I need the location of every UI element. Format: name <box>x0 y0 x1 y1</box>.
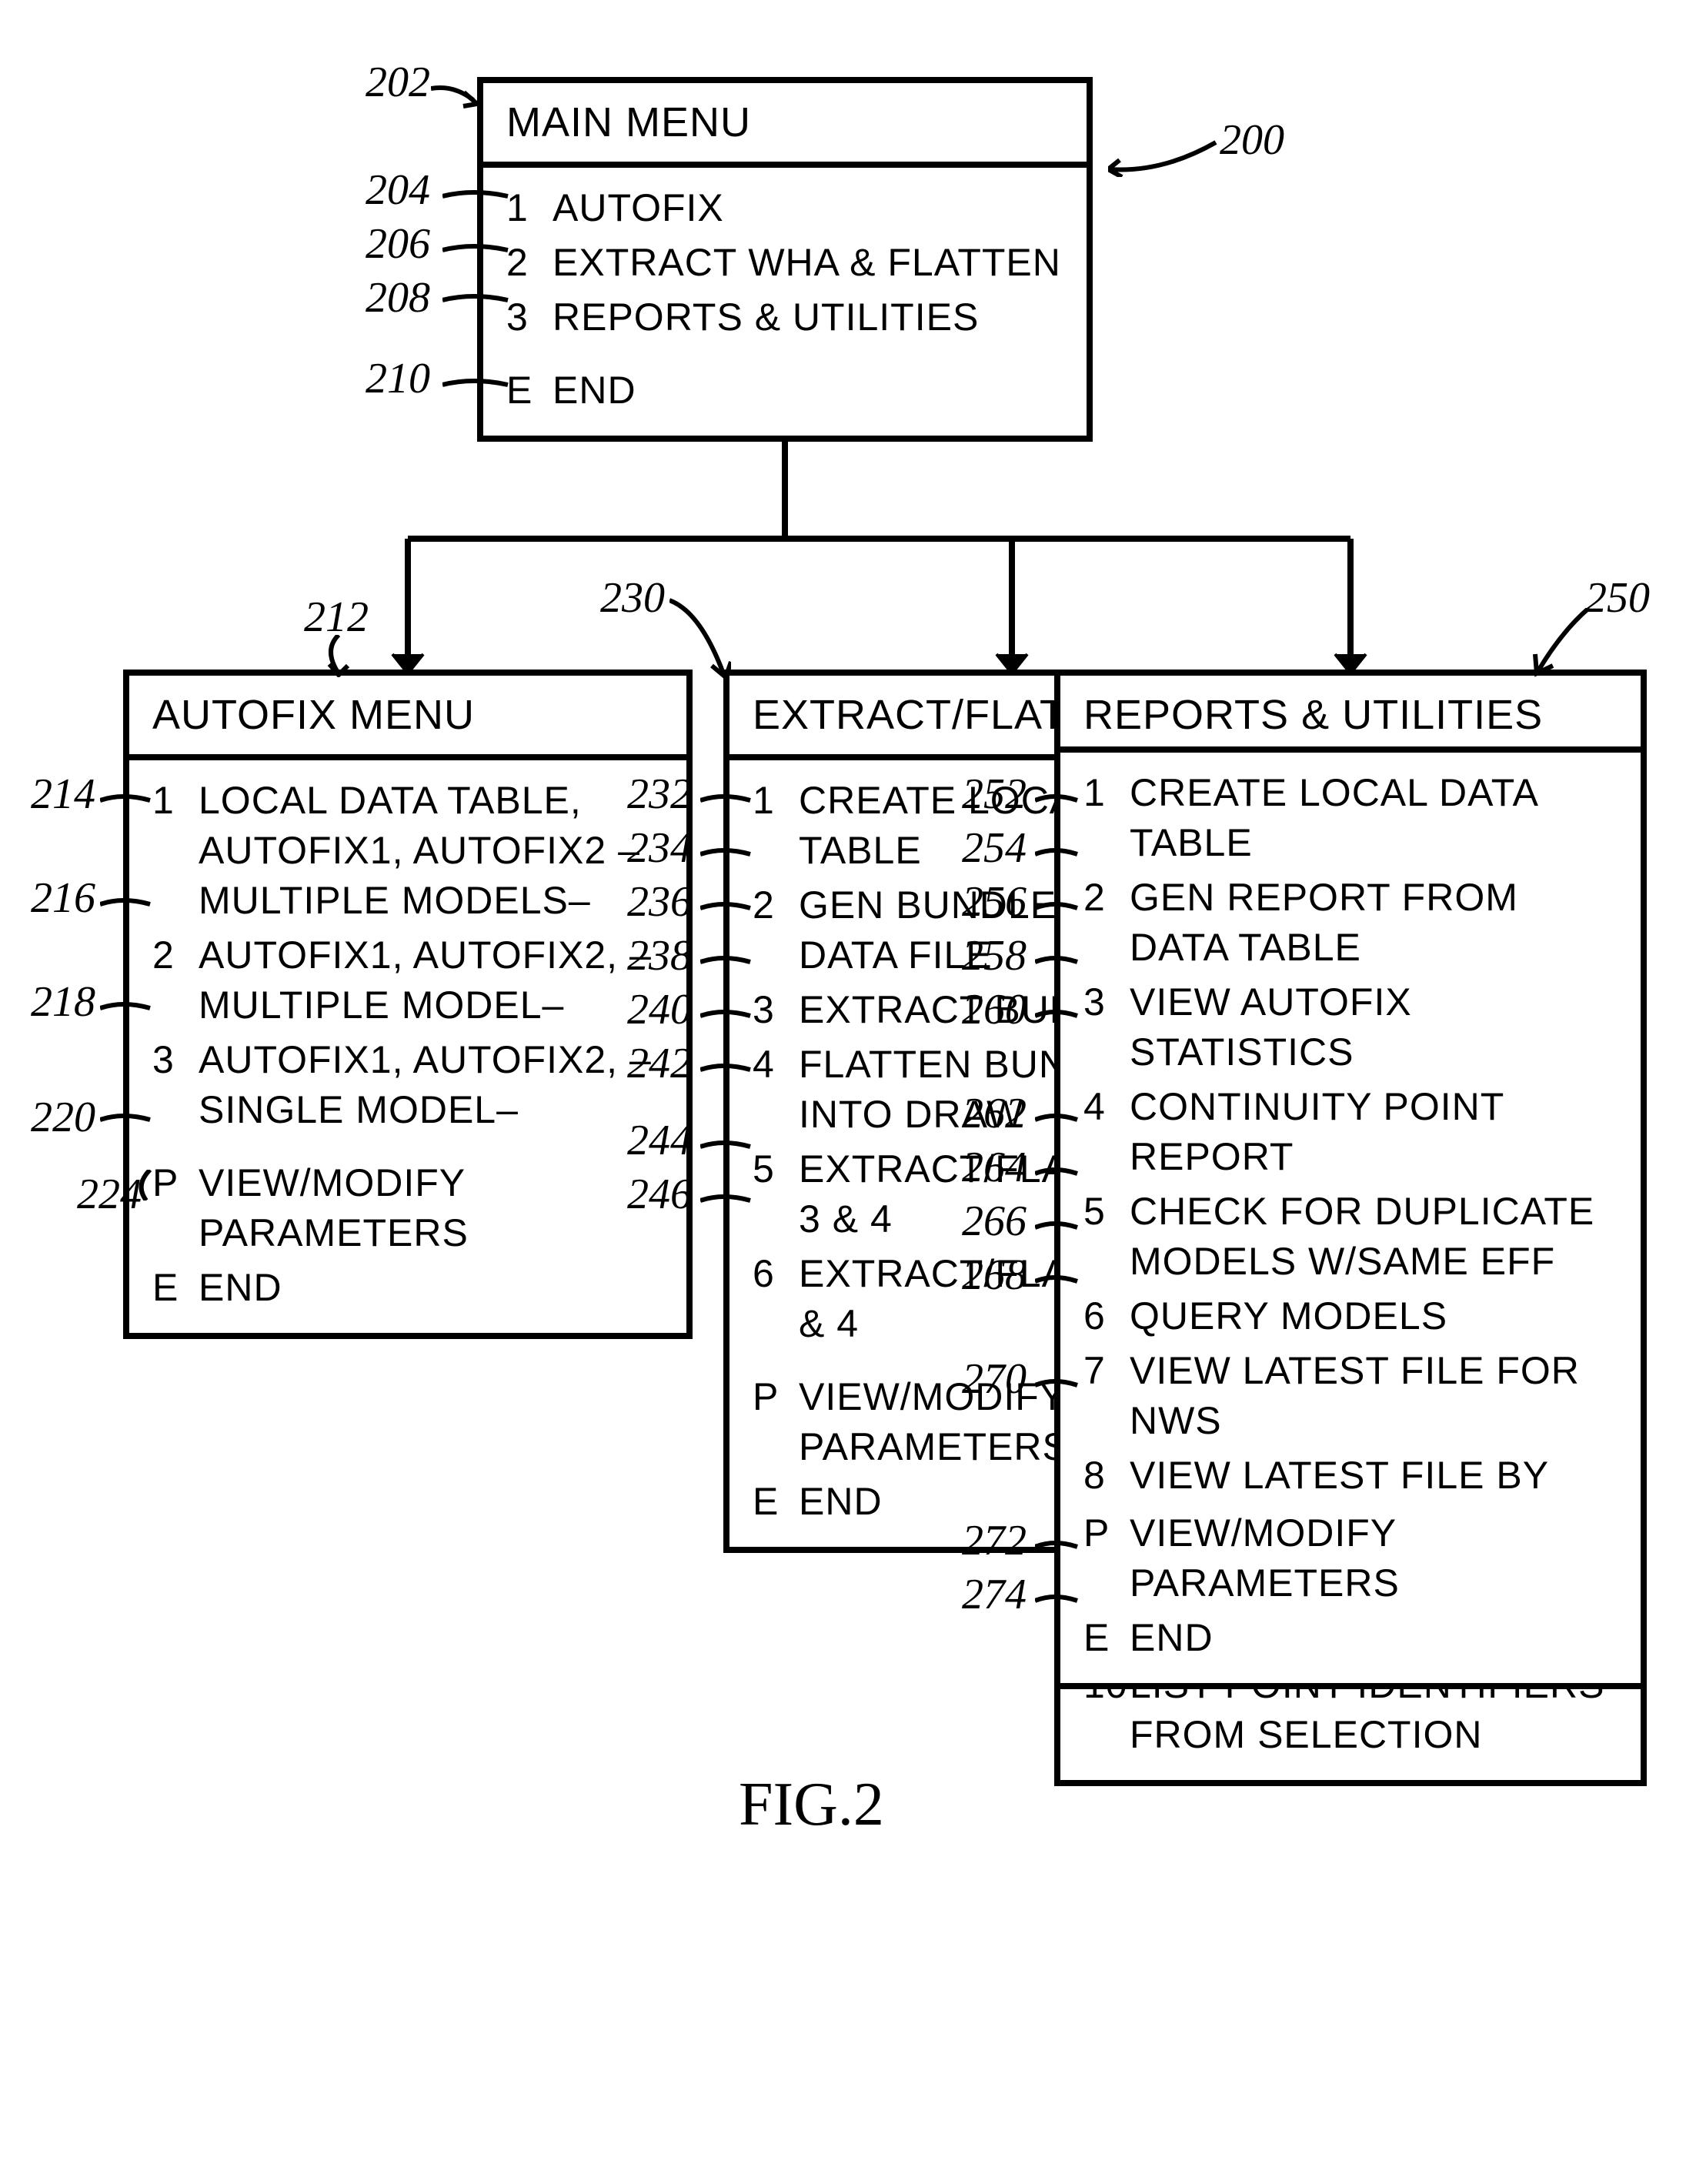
reports-item: 3VIEW AUTOFIX STATISTICS <box>1083 977 1618 1077</box>
item-key: 1 <box>1083 768 1130 818</box>
item-text: VIEW/MODIFY PARAMETERS <box>1130 1508 1618 1608</box>
reports-item: 5CHECK FOR DUPLICATE MODELS W/SAME EFF <box>1083 1187 1618 1287</box>
autofix-menu-box: AUTOFIX MENU 1LOCAL DATA TABLE, AUTOFIX1… <box>123 670 693 1339</box>
autofix-item: 2AUTOFIX1, AUTOFIX2, –MULTIPLE MODEL– <box>152 930 663 1030</box>
item-key: 4 <box>753 1040 799 1090</box>
item-key: E <box>1083 1613 1130 1663</box>
ref-236: 236 <box>627 877 692 927</box>
ref-274: 274 <box>962 1570 1027 1619</box>
ref-260: 260 <box>962 985 1027 1034</box>
ref-232: 232 <box>627 770 692 819</box>
reports-menu-footer-body: PVIEW/MODIFY PARAMETERS EEND <box>1060 1493 1641 1683</box>
ref-264: 264 <box>962 1143 1027 1192</box>
ref-244: 244 <box>627 1116 692 1165</box>
item-text: VIEW LATEST FILE FOR NWS <box>1130 1346 1618 1446</box>
autofix-item: 3AUTOFIX1, AUTOFIX2, –SINGLE MODEL– <box>152 1035 663 1135</box>
item-key: 7 <box>1083 1346 1130 1396</box>
ref-234: 234 <box>627 823 692 873</box>
autofix-item: PVIEW/MODIFY PARAMETERS <box>152 1158 663 1258</box>
ref-272: 272 <box>962 1516 1027 1565</box>
ref-258: 258 <box>962 931 1027 980</box>
item-key: 2 <box>152 930 199 980</box>
ref-256: 256 <box>962 877 1027 927</box>
item-key: 3 <box>152 1035 199 1085</box>
item-key: E <box>753 1477 799 1527</box>
item-text: AUTOFIX1, AUTOFIX2, –MULTIPLE MODEL– <box>199 930 663 1030</box>
item-text: AUTOFIX1, AUTOFIX2, –SINGLE MODEL– <box>199 1035 663 1135</box>
item-text: CONTINUITY POINT REPORT <box>1130 1082 1618 1182</box>
item-key: 2 <box>1083 873 1130 923</box>
reports-item: 2GEN REPORT FROM DATA TABLE <box>1083 873 1618 973</box>
autofix-item: EEND <box>152 1263 663 1313</box>
ref-218: 218 <box>31 977 95 1027</box>
item-key: P <box>1083 1508 1130 1558</box>
ref-270: 270 <box>962 1354 1027 1404</box>
ref-266: 266 <box>962 1197 1027 1246</box>
ref-252: 252 <box>962 770 1027 819</box>
connector-lines <box>0 0 1706 693</box>
item-key: 4 <box>1083 1082 1130 1132</box>
reports-item: EEND <box>1083 1613 1618 1663</box>
item-key: 3 <box>753 985 799 1035</box>
ref-242: 242 <box>627 1039 692 1088</box>
reports-item: 7VIEW LATEST FILE FOR NWS <box>1083 1346 1618 1446</box>
item-key: 5 <box>1083 1187 1130 1237</box>
item-key: 5 <box>753 1144 799 1194</box>
ref-268: 268 <box>962 1251 1027 1300</box>
item-key: 1 <box>753 776 799 826</box>
ref-246: 246 <box>627 1170 692 1219</box>
ref-214: 214 <box>31 770 95 819</box>
item-text: CHECK FOR DUPLICATE MODELS W/SAME EFF <box>1130 1187 1618 1287</box>
ref-220: 220 <box>31 1093 95 1142</box>
item-text: QUERY MODELS <box>1130 1291 1618 1341</box>
reports-item: 1CREATE LOCAL DATA TABLE <box>1083 768 1618 868</box>
item-text: CREATE LOCAL DATA TABLE <box>1130 768 1618 868</box>
item-text: END <box>1130 1613 1618 1663</box>
item-text: END <box>199 1263 663 1313</box>
autofix-menu-body: 1LOCAL DATA TABLE, AUTOFIX1, AUTOFIX2 –M… <box>129 760 686 1333</box>
reports-menu-footer-box: PVIEW/MODIFY PARAMETERS EEND <box>1054 1493 1647 1689</box>
ref-216: 216 <box>31 873 95 923</box>
item-key: 6 <box>1083 1291 1130 1341</box>
reports-item: 4CONTINUITY POINT REPORT <box>1083 1082 1618 1182</box>
ref-238: 238 <box>627 931 692 980</box>
figure-label: FIG.2 <box>739 1770 884 1840</box>
item-key: 6 <box>753 1249 799 1299</box>
ref-254: 254 <box>962 823 1027 873</box>
item-key: E <box>152 1263 199 1313</box>
ref-262: 262 <box>962 1089 1027 1138</box>
item-key: 2 <box>753 880 799 930</box>
item-text: GEN REPORT FROM DATA TABLE <box>1130 873 1618 973</box>
autofix-item: 1LOCAL DATA TABLE, AUTOFIX1, AUTOFIX2 –M… <box>152 776 663 926</box>
reports-item: 6QUERY MODELS <box>1083 1291 1618 1341</box>
item-text: VIEW/MODIFY PARAMETERS <box>199 1158 663 1258</box>
item-key: 3 <box>1083 977 1130 1027</box>
item-text: VIEW AUTOFIX STATISTICS <box>1130 977 1618 1077</box>
item-key: P <box>753 1372 799 1422</box>
reports-item: PVIEW/MODIFY PARAMETERS <box>1083 1508 1618 1608</box>
item-text: LOCAL DATA TABLE, AUTOFIX1, AUTOFIX2 –MU… <box>199 776 663 926</box>
ref-240: 240 <box>627 985 692 1034</box>
item-key: 1 <box>152 776 199 826</box>
